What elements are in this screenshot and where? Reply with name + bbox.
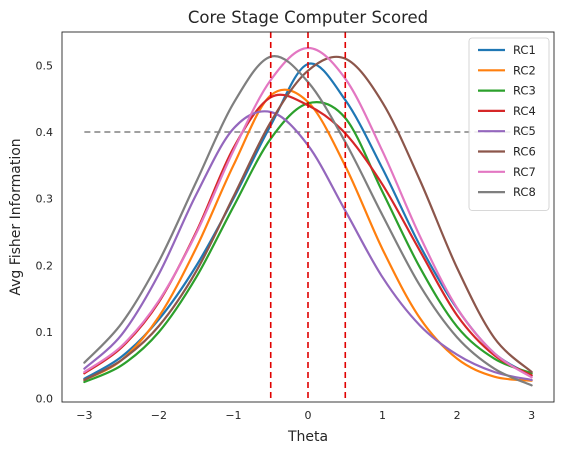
x-tick-label: 0 xyxy=(305,409,312,422)
legend-label-rc5: RC5 xyxy=(513,124,536,138)
axes-frame xyxy=(61,31,555,403)
y-tick-label: 0.5 xyxy=(36,59,54,72)
x-axis-label: Theta xyxy=(287,429,328,445)
plot-area: −3 −2 −1 0 1 2 3 0.0 0.1 0.2 0.3 0.4 0.5 xyxy=(36,31,555,422)
x-tick-label: 1 xyxy=(379,409,386,422)
y-tick-label: 0.0 xyxy=(36,393,54,406)
legend-label-rc7: RC7 xyxy=(513,165,536,179)
series-line-rc1 xyxy=(83,62,533,380)
x-tick-label: −2 xyxy=(151,409,167,422)
x-tick-label: 2 xyxy=(454,409,461,422)
x-tick-label: 3 xyxy=(528,409,535,422)
series-line-rc6 xyxy=(83,55,533,382)
legend-label-rc8: RC8 xyxy=(513,185,536,199)
legend: RC1 RC2 RC3 RC4 RC5 RC6 RC7 RC8 xyxy=(468,37,550,211)
legend-label-rc1: RC1 xyxy=(513,43,536,57)
x-tick-label: −1 xyxy=(225,409,241,422)
legend-label-rc2: RC2 xyxy=(513,63,536,77)
chart-title: Core Stage Computer Scored xyxy=(188,8,428,27)
legend-label-rc4: RC4 xyxy=(513,104,536,118)
x-tick-label: −3 xyxy=(76,409,92,422)
y-tick-label: 0.1 xyxy=(36,326,54,339)
legend-box xyxy=(468,37,550,211)
legend-label-rc6: RC6 xyxy=(513,145,536,159)
y-axis-label: Avg Fisher Information xyxy=(8,138,24,295)
legend-label-rc3: RC3 xyxy=(513,84,536,98)
y-tick-label: 0.3 xyxy=(36,193,54,206)
y-tick-label: 0.4 xyxy=(36,126,54,139)
y-tick-label: 0.2 xyxy=(36,259,54,272)
